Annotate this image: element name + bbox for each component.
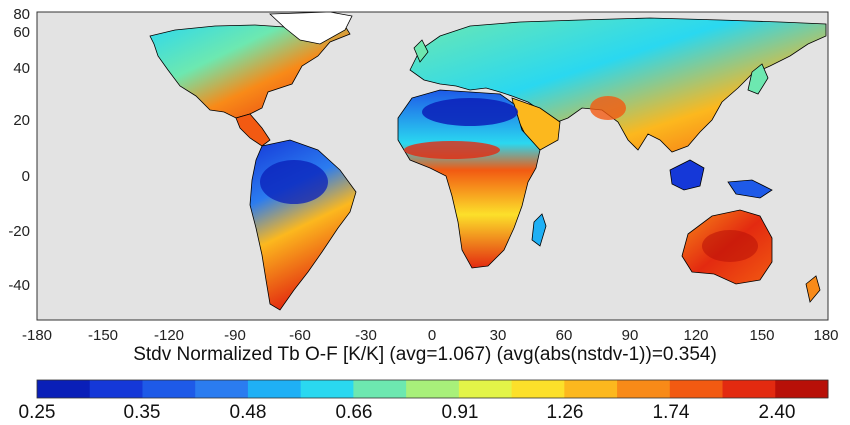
colorbar-segment [722, 380, 776, 398]
x-tick-label: -150 [88, 327, 118, 344]
x-tick-label: -180 [22, 327, 52, 344]
colorbar-tick-label: 1.74 [653, 402, 690, 423]
new-guinea-landmass [727, 179, 773, 199]
colorbar-segment [669, 380, 724, 398]
x-tick-label: 30 [490, 327, 507, 344]
colorbar-tick-label: 0.25 [19, 402, 56, 423]
colorbar-tick-label: 0.91 [442, 402, 479, 423]
y-tick-label: -20 [8, 223, 30, 240]
colorbar-tick-label: 0.35 [124, 402, 161, 423]
colorbar-segment [89, 380, 143, 398]
new-zealand-landmass [805, 275, 821, 303]
amazon-low-region [260, 160, 328, 204]
data-highlights [260, 96, 758, 262]
colorbar-tick-label: 0.66 [336, 402, 373, 423]
australia-high-region [702, 230, 758, 262]
colorbar-segment [511, 380, 565, 398]
x-tick-label: -30 [355, 327, 377, 344]
colorbar-segment [775, 380, 829, 398]
north-america-landmass [149, 21, 351, 119]
y-tick-label: 20 [13, 112, 30, 129]
colorbar-segment [617, 380, 671, 398]
colorbar-segment [564, 380, 618, 398]
colorbar-segment [142, 380, 196, 398]
figure-caption: Stdv Normalized Tb O-F [K/K] (avg=1.067)… [133, 344, 717, 365]
x-tick-label: 180 [813, 327, 838, 344]
madagascar-landmass [531, 213, 547, 247]
y-axis-ticks: 80 60 40 20 0 -20 -40 [8, 6, 30, 294]
india-high-region [590, 96, 626, 120]
x-axis-ticks: -180 -150 -120 -90 -60 -30 0 30 60 90 12… [22, 327, 839, 344]
colorbar-tick-label: 1.26 [547, 402, 584, 423]
map-axes-frame [36, 11, 829, 321]
colorbar-segment [37, 380, 91, 398]
colorbar-segment [195, 380, 249, 398]
y-tick-label: -40 [8, 277, 30, 294]
y-tick-label: 60 [13, 24, 30, 41]
x-tick-label: 60 [556, 327, 573, 344]
x-tick-label: 150 [749, 327, 774, 344]
colorbar-segment [353, 380, 407, 398]
x-tick-label: 90 [622, 327, 639, 344]
greenland-landmass [269, 11, 353, 45]
colorbar-frame [36, 379, 829, 399]
central-america-landmass [235, 113, 271, 147]
colorbar-segment [406, 380, 460, 398]
africa-landmass [397, 89, 541, 269]
x-tick-label: 120 [683, 327, 708, 344]
y-tick-label: 80 [13, 6, 30, 23]
colorbar-segment [300, 380, 354, 398]
colorbar [36, 379, 829, 399]
colorbar-tick-label: 2.40 [759, 402, 796, 423]
colorbar-labels: 0.25 0.35 0.48 0.66 0.91 1.26 1.74 2.40 [19, 402, 796, 423]
x-tick-label: -120 [154, 327, 184, 344]
indonesia-landmass [669, 159, 705, 191]
sahara-low-region [422, 98, 518, 126]
x-tick-label: -90 [224, 327, 246, 344]
colorbar-tick-label: 0.48 [230, 402, 267, 423]
y-tick-label: 0 [22, 168, 30, 185]
colorbar-segment [458, 380, 513, 398]
sahel-high-region [404, 141, 500, 159]
x-tick-label: -60 [289, 327, 311, 344]
x-tick-label: 0 [428, 327, 436, 344]
eurasia-landmass [409, 17, 827, 153]
british-isles-landmass [413, 39, 429, 63]
colorbar-segment [247, 380, 302, 398]
y-tick-label: 40 [13, 60, 30, 77]
japan-landmass [747, 63, 769, 95]
